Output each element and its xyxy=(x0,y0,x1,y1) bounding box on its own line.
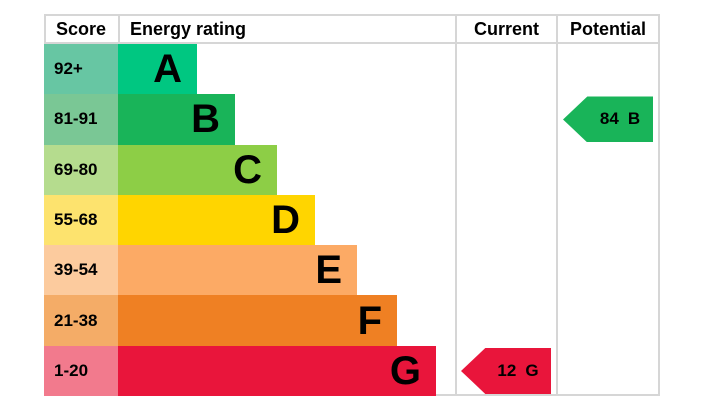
energy-rating-column-header: Energy rating xyxy=(130,19,247,39)
band-bar-b: B xyxy=(118,94,235,145)
header-bottom-border xyxy=(44,42,660,44)
band-rows: 92+ A 81-91 B 69-80 C 55-68 D 39-54 E 21… xyxy=(44,44,660,397)
band-bar-f: F xyxy=(118,295,397,346)
potential-score-value: 84 xyxy=(599,109,619,129)
score-range-c: 69-80 xyxy=(44,144,118,195)
band-bar-e: E xyxy=(118,245,357,296)
score-range-e: 39-54 xyxy=(44,245,118,296)
table-right-border xyxy=(658,14,660,396)
band-bar-g: G xyxy=(118,345,436,397)
band-letter-f: F xyxy=(357,298,382,343)
score-range-f: 21-38 xyxy=(44,295,118,346)
score-range-b: 81-91 xyxy=(44,94,118,145)
band-row-b: 81-91 B xyxy=(44,94,660,145)
potential-column-divider xyxy=(556,14,558,396)
current-score-value: 12 xyxy=(497,360,517,380)
band-letter-g: G xyxy=(389,348,421,393)
current-column-header: Current xyxy=(473,19,539,39)
rating-table: Score Energy rating Current Potential 92… xyxy=(44,14,660,397)
table-top-border xyxy=(44,14,660,16)
score-range-a: 92+ xyxy=(44,44,118,95)
band-row-e: 39-54 E xyxy=(44,245,660,296)
score-column-header: Score xyxy=(55,19,107,39)
band-letter-a: A xyxy=(153,47,182,92)
score-range-g: 1-20 xyxy=(44,345,118,397)
current-column-divider xyxy=(455,14,457,396)
header-left-border xyxy=(44,14,46,44)
band-row-g: 1-20 G xyxy=(44,345,660,397)
band-row-f: 21-38 F xyxy=(44,295,660,346)
band-bar-d: D xyxy=(118,194,315,246)
band-letter-b: B xyxy=(191,97,220,142)
band-row-c: 69-80 C xyxy=(44,144,660,195)
band-letter-e: E xyxy=(315,248,342,293)
potential-column-header: Potential xyxy=(569,19,646,39)
band-letter-d: D xyxy=(271,198,300,243)
current-rating-letter: G xyxy=(525,360,539,380)
band-bar-c: C xyxy=(118,144,277,195)
score-column-divider xyxy=(118,14,120,44)
band-bar-a: A xyxy=(118,44,197,95)
potential-rating-letter: B xyxy=(627,109,641,129)
band-row-a: 92+ A xyxy=(44,44,660,95)
score-range-d: 55-68 xyxy=(44,194,118,246)
band-letter-c: C xyxy=(233,147,262,192)
band-row-d: 55-68 D xyxy=(44,194,660,246)
